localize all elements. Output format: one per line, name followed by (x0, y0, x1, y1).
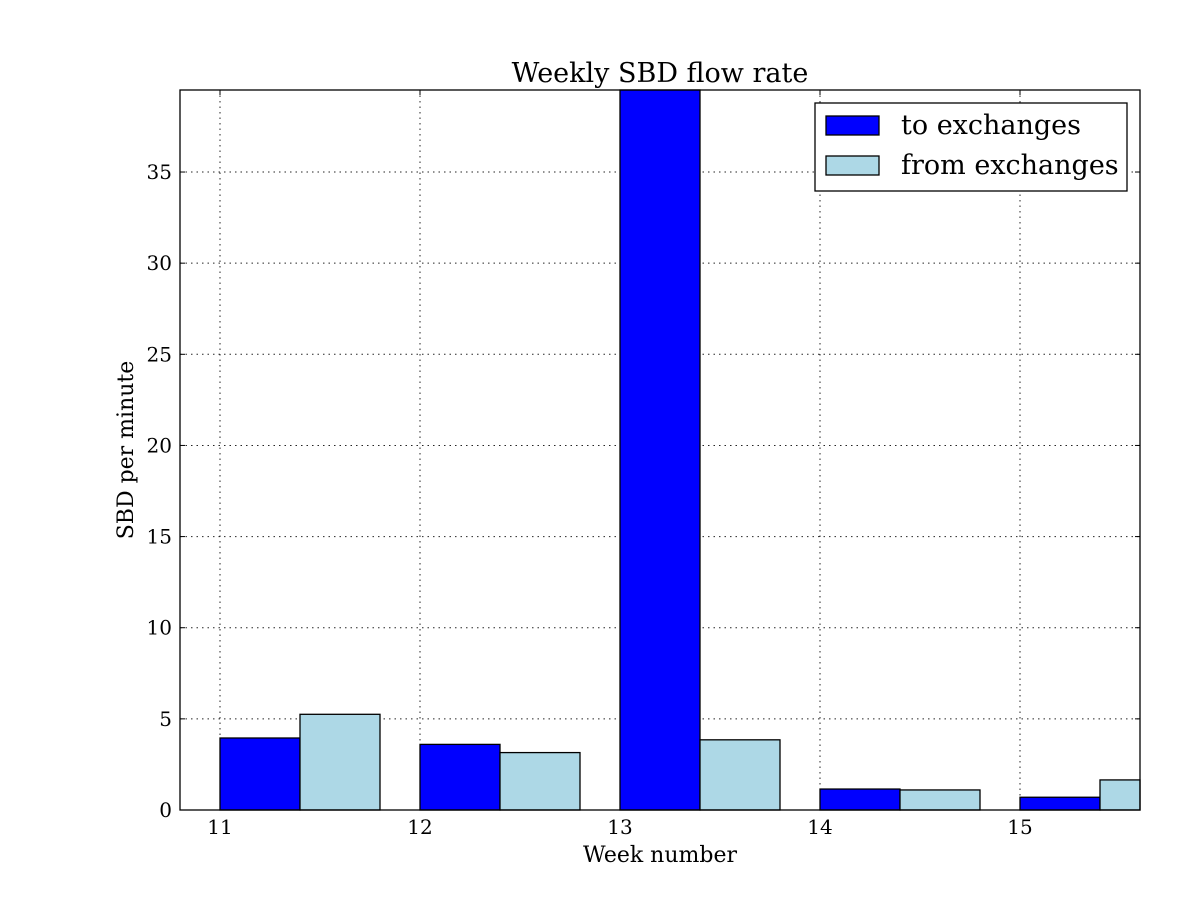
y-tick-label: 15 (147, 525, 172, 549)
y-tick-label: 10 (147, 616, 172, 640)
x-axis-label: Week number (583, 843, 737, 868)
bar-from-exchanges-week-12 (499, 751, 581, 811)
x-tick-label: 14 (807, 815, 832, 839)
bar-to-exchanges-week-14 (819, 788, 901, 811)
y-tick-label: 25 (147, 342, 172, 366)
bar-to-exchanges-week-11 (219, 737, 301, 811)
bar-to-exchanges-week-12 (419, 743, 501, 811)
bars (219, 89, 1141, 811)
bar-to-exchanges-week-13 (619, 89, 701, 811)
x-tick-label: 13 (607, 815, 632, 839)
y-tick-label: 5 (159, 707, 172, 731)
y-axis-label: SBD per minute (114, 361, 139, 540)
legend-swatch-to-exchanges (825, 115, 880, 136)
y-tick-label: 20 (147, 433, 172, 457)
bar-from-exchanges-week-15 (1099, 779, 1141, 811)
legend-swatch-from-exchanges (825, 155, 880, 176)
axis-ticks: 0 5 10 15 20 25 30 35 11 12 13 14 15 (147, 90, 1140, 839)
legend-label-to-exchanges: to exchanges (901, 110, 1081, 141)
x-tick-label: 12 (407, 815, 432, 839)
x-tick-label: 15 (1007, 815, 1032, 839)
bar-from-exchanges-week-13 (699, 739, 781, 811)
y-tick-label: 30 (147, 251, 172, 275)
legend: to exchanges from exchanges (814, 102, 1128, 192)
x-tick-label: 11 (207, 815, 232, 839)
plot-frame (179, 89, 1141, 811)
y-tick-label: 35 (147, 160, 172, 184)
bar-to-exchanges-week-15 (1019, 796, 1101, 811)
bar-from-exchanges-week-11 (299, 713, 381, 811)
chart-title: Weekly SBD flow rate (512, 58, 809, 89)
y-tick-label: 0 (159, 798, 172, 822)
legend-label-from-exchanges: from exchanges (901, 150, 1119, 181)
bar-from-exchanges-week-14 (899, 789, 981, 811)
